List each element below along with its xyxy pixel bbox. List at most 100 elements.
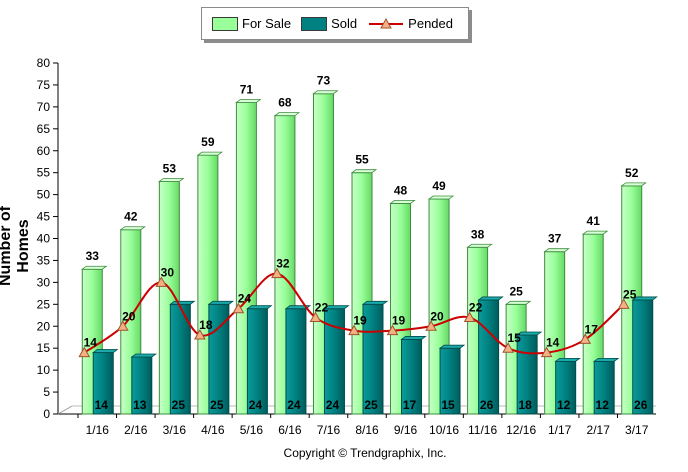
pended-marker: [579, 333, 592, 344]
sold-bar-top: [323, 305, 350, 310]
y-tick-label: 55: [37, 166, 51, 180]
sold-bar-top: [593, 357, 620, 362]
y-axis-label: Number of Homes: [0, 206, 32, 286]
floor-edge: [57, 405, 73, 415]
y-tick-label: 65: [37, 122, 51, 136]
for-sale-value-label: 52: [625, 166, 639, 180]
pended-marker: [271, 267, 283, 279]
pended-marker: [116, 320, 129, 331]
sold-value-label: 25: [364, 398, 378, 412]
legend-item-sold: Sold: [301, 16, 357, 31]
pended-swatch: [367, 17, 405, 31]
pended-marker: [386, 324, 399, 336]
pended-marker: [425, 320, 437, 331]
sold-value-label: 18: [518, 398, 532, 412]
x-tick-label: 1/17: [548, 423, 572, 437]
sold-bar-top: [477, 296, 504, 301]
for-sale-bar-top: [273, 112, 301, 117]
pended-value-label: 15: [507, 331, 521, 345]
sold-value-label: 25: [210, 398, 224, 412]
pended-value-label: 19: [392, 314, 406, 328]
pended-value-label: 30: [161, 265, 175, 279]
pended-value-label: 14: [84, 336, 98, 350]
for-sale-value-label: 25: [509, 284, 523, 298]
x-tick-label: 3/16: [163, 423, 187, 437]
pended-value-label: 24: [238, 292, 252, 306]
y-tick-label: 15: [37, 341, 51, 355]
for-sale-value-label: 55: [355, 153, 369, 167]
for-sale-value-label: 53: [163, 161, 177, 175]
for-sale-bar-top: [427, 195, 455, 200]
pended-marker: [155, 276, 168, 287]
for-sale-bar-top: [158, 178, 185, 182]
y-tick-label: 5: [43, 385, 50, 399]
sold-value-label: 13: [133, 398, 147, 412]
y-tick-label: 30: [37, 275, 51, 289]
pended-marker: [309, 311, 322, 322]
pended-marker: [617, 298, 630, 309]
sold-value-label: 26: [480, 398, 494, 412]
for-sale-bar-top: [81, 265, 108, 270]
sold-bar-top: [515, 331, 543, 336]
legend-label-sold: Sold: [331, 16, 358, 31]
for-sale-bar-top: [196, 151, 224, 156]
sold-value-label: 12: [596, 398, 610, 412]
for-sale-value-label: 41: [587, 214, 601, 228]
pended-value-label: 22: [315, 300, 329, 314]
y-tick-label: 35: [37, 253, 51, 267]
sold-value-label: 15: [441, 398, 455, 412]
y-tick-label: 25: [37, 297, 51, 311]
pended-value-label: 14: [546, 336, 560, 350]
y-tick-label: 0: [43, 407, 50, 421]
sold-value-label: 14: [95, 398, 109, 412]
pended-marker: [194, 328, 206, 340]
sold-bar-top: [361, 300, 389, 305]
for-sale-swatch: [212, 16, 238, 31]
y-tick-label: 50: [37, 188, 51, 202]
for-sale-bar-top: [312, 90, 339, 95]
x-tick-label: 2/17: [587, 423, 611, 437]
sold-value-label: 25: [172, 398, 186, 412]
legend-label-pended: Pended: [408, 16, 453, 31]
y-tick-label: 40: [37, 232, 51, 246]
for-sale-value-label: 49: [432, 179, 446, 193]
sold-value-label: 12: [557, 398, 571, 412]
for-sale-value-label: 33: [86, 249, 100, 263]
pended-value-label: 25: [623, 287, 637, 301]
copyright-text: Copyright © Trendgraphix, Inc.: [283, 446, 447, 460]
x-tick-label: 3/17: [625, 423, 649, 437]
pended-marker: [540, 346, 553, 358]
x-tick-label: 4/16: [201, 423, 225, 437]
x-tick-label: 2/16: [124, 423, 148, 437]
for-sale-bar-top: [582, 230, 609, 235]
y-tick-label: 20: [37, 319, 51, 333]
sold-value-label: 26: [634, 398, 648, 412]
pended-value-label: 19: [353, 314, 367, 328]
sold-bar-top: [169, 300, 196, 305]
for-sale-value-label: 37: [548, 232, 562, 246]
sold-bar: [478, 299, 500, 415]
legend-item-for-sale: For Sale: [212, 16, 291, 31]
pended-marker: [78, 346, 91, 358]
pended-marker: [502, 342, 514, 353]
pended-value-label: 17: [585, 322, 599, 336]
pended-value-label: 20: [122, 309, 136, 323]
sold-swatch: [301, 16, 328, 31]
x-tick-label: 6/16: [278, 423, 302, 437]
y-tick-label: 60: [37, 144, 51, 158]
for-sale-value-label: 48: [394, 183, 408, 197]
for-sale-bar-top: [350, 169, 378, 174]
for-sale-bar-top: [466, 243, 493, 248]
chart-legend: For Sale Sold Pended: [201, 7, 469, 40]
x-tick-label: 7/16: [317, 423, 341, 437]
for-sale-value-label: 73: [317, 74, 331, 88]
sold-bar-top: [92, 349, 119, 353]
y-tick-label: 80: [37, 56, 51, 70]
y-tick-label: 45: [37, 210, 51, 224]
for-sale-value-label: 71: [240, 82, 254, 96]
sold-bar-top: [207, 300, 235, 305]
pended-value-label: 22: [469, 300, 483, 314]
sold-value-label: 24: [287, 398, 301, 412]
for-sale-value-label: 59: [201, 135, 215, 149]
for-sale-bar-top: [504, 300, 532, 305]
